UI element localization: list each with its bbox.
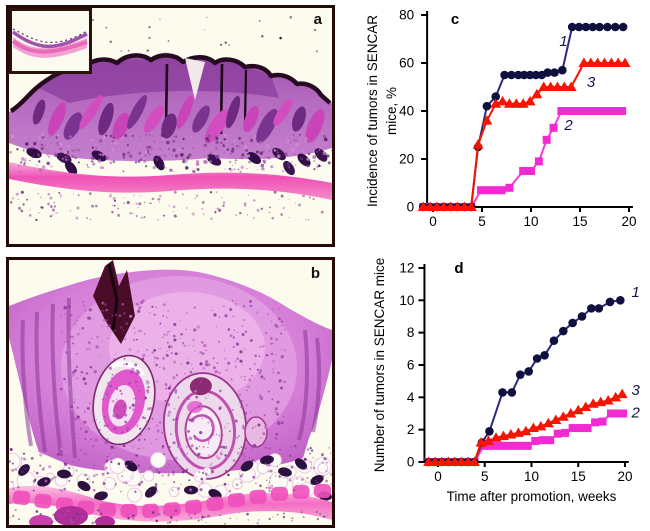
hair-follicles xyxy=(26,95,328,176)
svg-text:60: 60 xyxy=(399,56,414,71)
crust-streak xyxy=(107,263,119,331)
histology-panel-b: b xyxy=(6,257,335,528)
svg-text:Incidence of tumors in SENCAR: Incidence of tumors in SENCAR xyxy=(365,15,380,207)
svg-text:0: 0 xyxy=(429,214,437,229)
satellite-follicle xyxy=(244,416,268,448)
nuclei-row xyxy=(18,455,332,501)
svg-text:8: 8 xyxy=(407,325,415,340)
svg-text:2: 2 xyxy=(563,117,573,134)
inset-normal-skin xyxy=(9,8,92,74)
svg-text:2: 2 xyxy=(631,405,641,422)
svg-text:5: 5 xyxy=(481,469,489,484)
svg-text:5: 5 xyxy=(478,214,486,229)
svg-text:40: 40 xyxy=(399,104,414,119)
svg-text:4: 4 xyxy=(407,390,415,405)
svg-text:20: 20 xyxy=(399,152,414,167)
tissue-speckles-b xyxy=(9,299,332,525)
svg-text:0: 0 xyxy=(407,200,415,215)
svg-text:20: 20 xyxy=(621,214,636,229)
panel-b-label: b xyxy=(310,265,320,282)
svg-text:10: 10 xyxy=(524,469,539,484)
muscle-band xyxy=(9,162,332,200)
svg-text:15: 15 xyxy=(571,469,586,484)
dark-crust xyxy=(93,260,135,344)
svg-text:0: 0 xyxy=(434,469,442,484)
crack-3 xyxy=(243,69,248,123)
svg-text:6: 6 xyxy=(407,357,415,372)
svg-text:mice, %: mice, % xyxy=(384,87,399,135)
svg-text:Number of tumors in SENCAR mic: Number of tumors in SENCAR mice xyxy=(372,258,387,473)
histology-panel-a: a xyxy=(6,5,335,247)
svg-text:12: 12 xyxy=(399,260,414,275)
svg-text:Time after promotion, weeks: Time after promotion, weeks xyxy=(447,489,617,504)
svg-text:1: 1 xyxy=(632,284,640,301)
svg-text:1: 1 xyxy=(559,33,567,50)
ridge-notch xyxy=(185,58,205,100)
blob-3 xyxy=(95,516,115,525)
histology-image-b xyxy=(9,260,332,525)
left-striations xyxy=(20,297,322,459)
blob-2 xyxy=(29,515,53,525)
chart-tumor-incidence: 0 5 10 15 20 0 20 40 60 80 Incidence of tumors in … xyxy=(365,8,637,230)
svg-text:3: 3 xyxy=(632,382,641,399)
svg-text:10: 10 xyxy=(399,293,414,308)
epidermis-dark-strip xyxy=(39,55,279,103)
svg-text:3: 3 xyxy=(587,74,596,91)
svg-text:d: d xyxy=(454,260,463,277)
muscle-segments xyxy=(12,483,332,519)
svg-text:20: 20 xyxy=(617,469,632,484)
svg-text:10: 10 xyxy=(523,214,538,229)
svg-text:0: 0 xyxy=(407,455,415,470)
tissue-speckles xyxy=(9,15,332,222)
panel-a-label: a xyxy=(313,11,322,28)
histology-image-a xyxy=(9,8,332,244)
svg-text:15: 15 xyxy=(572,214,587,229)
svg-text:80: 80 xyxy=(399,8,414,23)
svg-text:c: c xyxy=(451,11,459,28)
svg-text:2: 2 xyxy=(407,422,415,437)
